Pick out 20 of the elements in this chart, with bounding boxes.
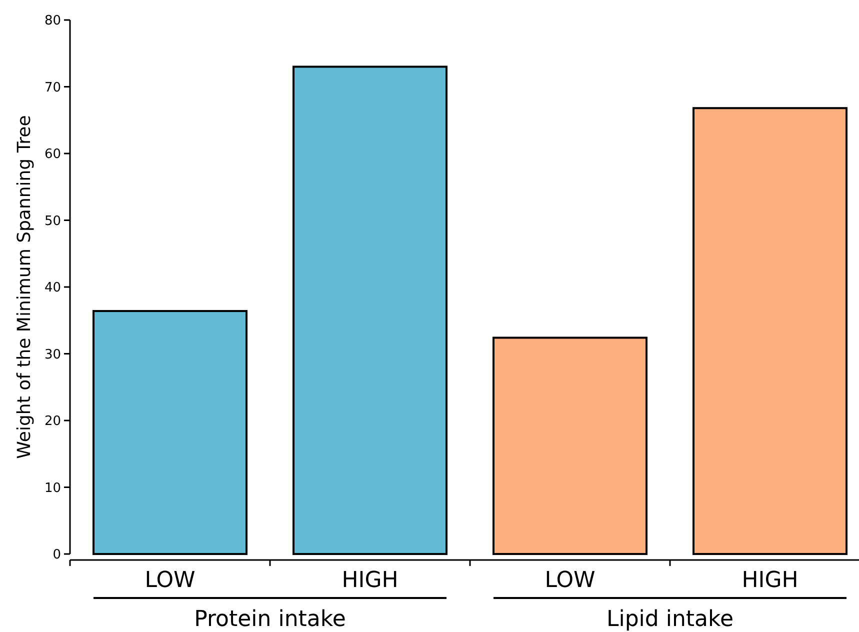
y-tick-label: 60 — [44, 147, 61, 162]
x-tick-label: LOW — [144, 568, 196, 593]
text: Protein intake — [194, 607, 346, 632]
text: Lipid intake — [606, 607, 734, 632]
bar — [292, 66, 448, 555]
y-axis-title: Weight of the Minimum Spanning Tree — [14, 115, 35, 459]
y-tick-label: 80 — [44, 14, 61, 29]
bar — [92, 310, 248, 555]
x-tick-label: HIGH — [742, 568, 798, 593]
y-tick-label: 30 — [44, 347, 61, 362]
x-tick-label: LOW — [544, 568, 596, 593]
bar — [492, 336, 648, 555]
y-tick-label: 10 — [44, 480, 61, 496]
bar — [692, 107, 848, 555]
y-tick-label: 0 — [52, 548, 61, 563]
x-tick-label: HIGH — [342, 568, 398, 593]
y-tick-label: 20 — [44, 414, 61, 430]
y-tick-label: 40 — [44, 280, 61, 296]
y-tick-label: 50 — [44, 214, 61, 229]
y-tick-label: 70 — [44, 80, 61, 96]
